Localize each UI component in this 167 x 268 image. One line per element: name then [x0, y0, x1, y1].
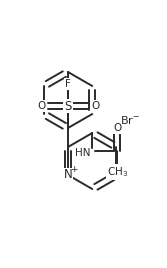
Text: O: O [91, 101, 99, 111]
Text: Br$^{-}$: Br$^{-}$ [120, 114, 140, 126]
Text: +: + [70, 165, 78, 173]
Text: CH$_3$: CH$_3$ [107, 165, 128, 179]
Text: HN: HN [75, 148, 90, 158]
Text: O: O [37, 101, 45, 111]
Text: F: F [65, 79, 71, 89]
Text: S: S [64, 99, 72, 113]
Text: O: O [113, 123, 121, 133]
Text: N: N [64, 169, 72, 181]
